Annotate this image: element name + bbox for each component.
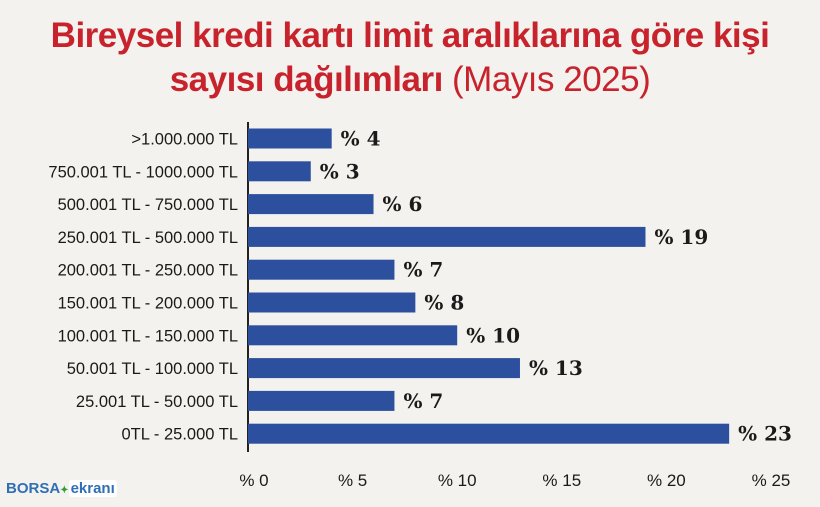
x-tick-label: % 5 <box>338 471 367 490</box>
value-label: % 6 <box>383 192 423 216</box>
category-label: 0TL - 25.000 TL <box>122 426 239 444</box>
value-label: % 10 <box>466 323 520 347</box>
value-label: % 13 <box>529 356 583 380</box>
bar <box>248 161 311 182</box>
category-label: 500.001 TL - 750.000 TL <box>58 196 238 214</box>
value-label: % 7 <box>403 258 443 282</box>
value-label: % 19 <box>654 225 708 249</box>
bar <box>248 423 730 444</box>
category-label: 25.001 TL - 50.000 TL <box>76 393 238 411</box>
category-label: >1.000.000 TL <box>131 131 238 149</box>
x-tick-label: % 25 <box>752 471 791 490</box>
brand-logo: BORSA✦ ekranı <box>6 480 117 504</box>
bar <box>248 226 646 247</box>
bar <box>248 194 374 215</box>
category-label: 150.001 TL - 200.000 TL <box>58 295 238 313</box>
bar <box>248 390 395 411</box>
category-label: 100.001 TL - 150.000 TL <box>58 327 238 345</box>
bar <box>248 259 395 280</box>
bar <box>248 128 332 149</box>
chart-subtitle: (Mayıs 2025) <box>452 60 651 99</box>
value-label: % 7 <box>403 389 443 413</box>
value-label: % 3 <box>320 159 360 183</box>
title-line-2-text: sayısı dağılımları <box>169 60 444 99</box>
bar <box>248 292 416 313</box>
category-label: 50.001 TL - 100.000 TL <box>67 360 238 378</box>
logo-spark-icon: ✦ <box>60 485 69 496</box>
title-line-1: Bireysel kredi kartı limit aralıklarına … <box>50 16 770 55</box>
category-label: 750.001 TL - 1000.000 TL <box>48 163 238 181</box>
value-label: % 8 <box>424 291 464 315</box>
category-label: 250.001 TL - 500.000 TL <box>58 229 238 247</box>
x-tick-label: % 10 <box>438 471 477 490</box>
logo-part-1: BORSA <box>6 480 61 497</box>
x-tick-label: % 20 <box>647 471 686 490</box>
value-label: % 23 <box>738 422 792 446</box>
category-label: 200.001 TL - 250.000 TL <box>58 262 238 280</box>
x-tick-label: % 0 <box>239 471 268 490</box>
value-label: % 4 <box>341 127 381 151</box>
title-line-2: sayısı dağılımları (Mayıs 2025) <box>0 58 820 102</box>
x-tick-label: % 15 <box>542 471 581 490</box>
bar <box>248 358 520 379</box>
bar <box>248 325 458 346</box>
logo-part-2: ekranı <box>68 480 117 497</box>
chart-title: Bireysel kredi kartı limit aralıklarına … <box>0 14 820 102</box>
